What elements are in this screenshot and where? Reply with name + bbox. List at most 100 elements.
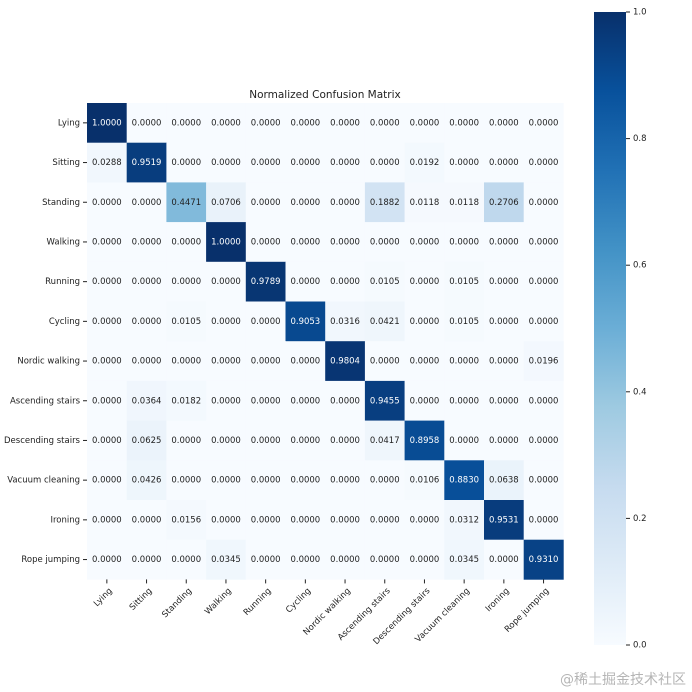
- cell: [404, 341, 445, 382]
- y-tick-label: Standing: [42, 198, 80, 208]
- cell-label: 0.0000: [529, 118, 559, 128]
- cell-label: 0.1882: [370, 198, 400, 208]
- cell: [245, 460, 286, 501]
- cell: [364, 222, 405, 263]
- cell-label: 0.0000: [330, 396, 360, 406]
- cell-label: 0.0000: [489, 118, 519, 128]
- cell-label: 0.0000: [410, 277, 440, 287]
- cell: [285, 222, 326, 263]
- cell-label: 0.0105: [449, 317, 479, 327]
- cell-label: 0.0000: [251, 357, 281, 367]
- cell: [245, 539, 286, 580]
- cell: [484, 420, 524, 461]
- cell: [126, 500, 167, 540]
- cell: [87, 500, 127, 540]
- cell: [523, 341, 564, 382]
- cell: [166, 341, 207, 382]
- cell: [444, 539, 485, 580]
- cell-label: 0.0000: [330, 237, 360, 247]
- cell: [87, 460, 127, 501]
- cell: [87, 261, 127, 302]
- cell-label: 0.0000: [529, 198, 559, 208]
- cell: [444, 182, 485, 223]
- y-tick-label: Sitting: [52, 158, 80, 168]
- cell-label: 0.8830: [449, 476, 479, 486]
- cell-label: 0.2706: [489, 198, 519, 208]
- cell: [126, 261, 167, 302]
- cell-label: 0.0000: [449, 118, 479, 128]
- cell-label: 0.0000: [330, 198, 360, 208]
- cell: [166, 261, 207, 302]
- cell-label: 0.0000: [489, 357, 519, 367]
- cell-label: 0.0000: [330, 515, 360, 525]
- cell-label: 0.0000: [211, 515, 241, 525]
- cell-label: 0.0000: [370, 158, 400, 168]
- cell: [206, 460, 247, 501]
- cell-label: 0.0000: [92, 277, 122, 287]
- cell: [325, 539, 366, 580]
- cell: [87, 301, 127, 342]
- cell: [484, 103, 524, 143]
- cell-label: 0.0000: [290, 515, 320, 525]
- cell: [206, 420, 247, 461]
- y-tick-label: Rope jumping: [21, 555, 80, 565]
- cell: [325, 341, 366, 382]
- cell-label: 0.0000: [410, 515, 440, 525]
- cell-label: 0.0000: [290, 436, 320, 446]
- cell-label: 0.0000: [251, 436, 281, 446]
- cell: [87, 341, 127, 382]
- cell-label: 0.0000: [92, 515, 122, 525]
- cell-label: 0.0106: [410, 476, 440, 486]
- cell-label: 0.0000: [449, 158, 479, 168]
- x-tick-label: Lying: [92, 586, 115, 609]
- cell-label: 0.0000: [370, 118, 400, 128]
- cell-label: 0.0000: [449, 396, 479, 406]
- cell-label: 0.0000: [489, 436, 519, 446]
- cell: [166, 380, 207, 421]
- cell-label: 0.0000: [529, 237, 559, 247]
- cell-label: 0.0000: [92, 198, 122, 208]
- cell-label: 0.0000: [449, 436, 479, 446]
- x-tick-label: Running: [242, 586, 274, 618]
- cell: [364, 420, 405, 461]
- cell-label: 0.0000: [132, 515, 162, 525]
- cell-label: 0.0105: [449, 277, 479, 287]
- cell-label: 0.0000: [489, 237, 519, 247]
- cell: [126, 182, 167, 223]
- cell: [87, 222, 127, 263]
- y-tick-label: Ironing: [50, 515, 80, 525]
- cell-label: 0.0000: [171, 277, 201, 287]
- cell-label: 0.0196: [529, 357, 559, 367]
- cell-label: 0.0182: [171, 396, 201, 406]
- cell-label: 0.0000: [132, 317, 162, 327]
- cell: [87, 380, 127, 421]
- cell: [484, 341, 524, 382]
- cell: [285, 380, 326, 421]
- cell: [523, 420, 564, 461]
- x-tick-label: Sitting: [128, 586, 155, 613]
- cell: [126, 301, 167, 342]
- y-tick-label: Ascending stairs: [10, 396, 81, 406]
- cell: [87, 142, 127, 183]
- cell: [484, 301, 524, 342]
- cell-label: 0.0706: [211, 198, 241, 208]
- cell-label: 0.0000: [211, 277, 241, 287]
- colorbar-tick-label: 0.8: [633, 134, 647, 144]
- cell: [484, 142, 524, 183]
- cell-label: 0.0000: [251, 158, 281, 168]
- cell-label: 0.0000: [132, 237, 162, 247]
- cell: [325, 500, 366, 540]
- x-tick-label: Cycling: [284, 586, 313, 615]
- cell-label: 0.0345: [211, 555, 241, 565]
- cell-label: 0.0000: [410, 396, 440, 406]
- cell: [245, 261, 286, 302]
- cell: [325, 103, 366, 143]
- cell: [404, 222, 445, 263]
- cell-label: 0.0118: [410, 198, 440, 208]
- cell: [523, 142, 564, 183]
- cell: [87, 182, 127, 223]
- cell: [245, 301, 286, 342]
- cell: [285, 460, 326, 501]
- cell: [245, 380, 286, 421]
- cell-label: 0.0000: [132, 277, 162, 287]
